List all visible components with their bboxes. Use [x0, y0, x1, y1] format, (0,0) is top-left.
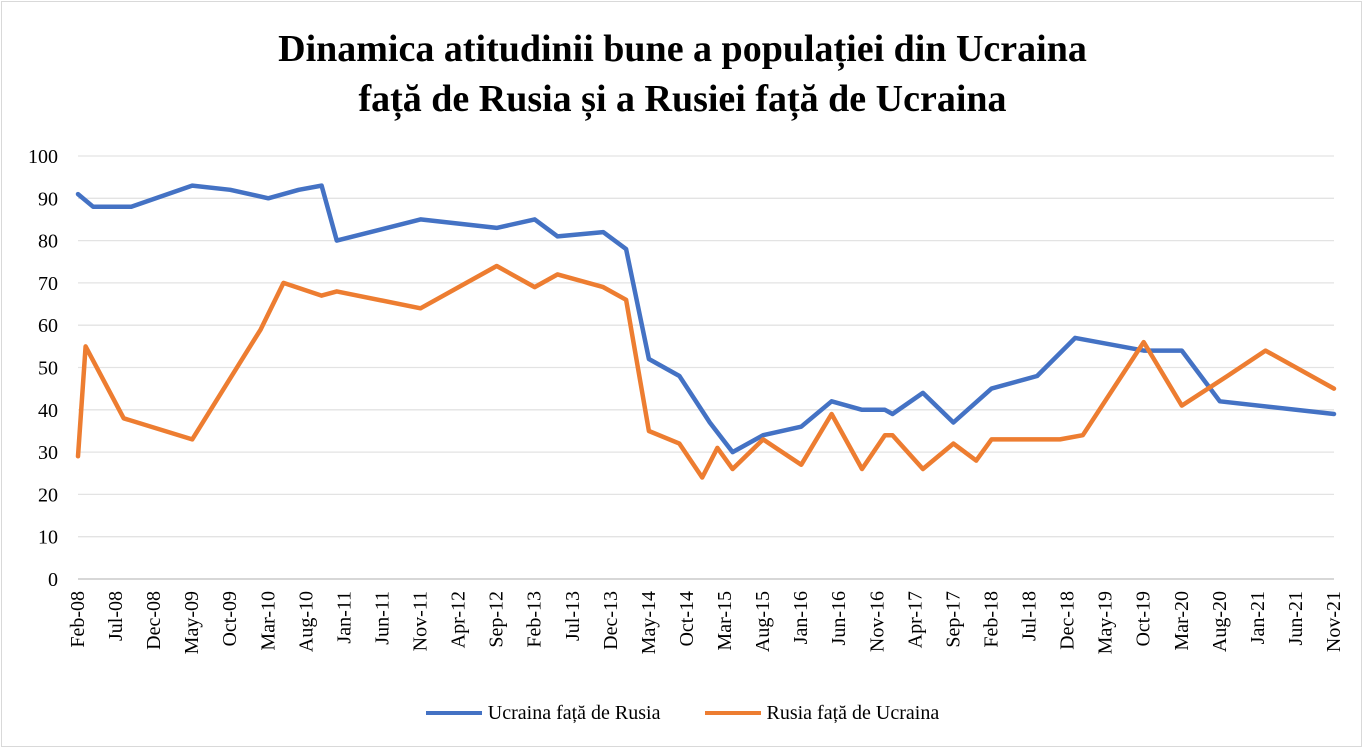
- y-tick-label: 50: [38, 358, 58, 380]
- x-tick: Feb-08: [67, 591, 89, 648]
- x-tick: Oct-09: [219, 591, 241, 647]
- series-line-ucraina-fata-de-rusia: [75, 183, 1337, 455]
- x-tick: Jul-13: [562, 591, 584, 641]
- legend-swatch-orange: [704, 711, 761, 715]
- series-line-rusia-fata-de-ucraina: [75, 263, 1337, 480]
- x-tick: Jan-21: [1247, 591, 1269, 644]
- x-tick: Aug-15: [752, 591, 774, 652]
- y-tick-label: 0: [48, 569, 58, 591]
- x-tick-label: May-14: [638, 591, 660, 654]
- y-tick-label: 10: [38, 527, 58, 549]
- x-tick: Nov-21: [1323, 591, 1345, 652]
- x-tick: Apr-12: [448, 591, 470, 648]
- legend: Ucraina față de Rusia Rusia față de Ucra…: [0, 698, 1365, 728]
- legend-item-rusia: Rusia față de Ucraina: [704, 701, 940, 725]
- legend-label-ucraina: Ucraina față de Rusia: [487, 701, 661, 724]
- x-tick-label: Oct-14: [676, 591, 698, 647]
- x-tick-label: Dec-08: [143, 591, 165, 650]
- x-tick-label: Sep-12: [486, 591, 508, 648]
- gridlines: [78, 155, 1334, 580]
- y-tick-label: 30: [38, 442, 58, 464]
- x-tick: May-09: [181, 591, 203, 654]
- x-tick-label: Jul-08: [105, 591, 127, 641]
- x-tick: Dec-13: [600, 591, 622, 650]
- x-tick-label: May-19: [1095, 591, 1117, 654]
- x-tick-label: Feb-18: [980, 591, 1002, 648]
- x-tick: Jun-16: [828, 591, 850, 645]
- x-tick-label: Sep-17: [942, 591, 964, 648]
- x-tick: Jan-16: [790, 591, 812, 644]
- x-tick: May-19: [1095, 591, 1117, 654]
- x-axis-tick-labels: Feb-08 Jul-08 Dec-08 May-09 Oct-09 Mar-10 Aug-…: [67, 591, 1345, 654]
- y-tick-label: 70: [38, 273, 58, 295]
- x-tick: Sep-17: [942, 591, 964, 648]
- x-tick-label: Aug-10: [295, 591, 317, 652]
- x-tick: Mar-15: [714, 591, 736, 651]
- legend-item-ucraina: Ucraina față de Rusia: [425, 701, 661, 725]
- x-tick: Dec-08: [143, 591, 165, 650]
- x-tick-label: Jan-21: [1247, 591, 1269, 644]
- x-tick: Feb-18: [980, 591, 1002, 648]
- x-tick: Aug-10: [295, 591, 317, 652]
- legend-label-rusia: Rusia față de Ucraina: [766, 701, 940, 724]
- series-lines: [75, 183, 1337, 480]
- x-tick-label: Oct-19: [1133, 591, 1155, 647]
- y-tick-label: 100: [28, 146, 58, 168]
- x-tick: Mar-10: [257, 591, 279, 651]
- x-tick-label: Mar-10: [257, 591, 279, 651]
- x-tick: Apr-17: [904, 591, 926, 648]
- chart-title-line-1: Dinamica atitudinii bune a populației di…: [278, 28, 1087, 70]
- x-tick-label: Mar-20: [1171, 591, 1193, 651]
- x-tick-label: Apr-12: [448, 591, 470, 648]
- x-tick: Jul-08: [105, 591, 127, 641]
- x-tick: Nov-11: [410, 591, 432, 651]
- x-tick: Mar-20: [1171, 591, 1193, 651]
- x-tick: Aug-20: [1209, 591, 1231, 652]
- x-tick-label: Aug-15: [752, 591, 774, 652]
- y-tick-label: 60: [38, 315, 58, 337]
- x-tick-label: Feb-08: [67, 591, 89, 648]
- x-tick-label: Oct-09: [219, 591, 241, 647]
- x-tick: Jun-11: [371, 591, 393, 645]
- x-tick: Jun-21: [1285, 591, 1307, 645]
- x-tick-label: Nov-16: [866, 591, 888, 652]
- y-tick-label: 80: [38, 231, 58, 253]
- x-tick: Oct-14: [676, 591, 698, 647]
- x-tick-label: Nov-21: [1323, 591, 1345, 652]
- x-tick-label: Jun-16: [828, 591, 850, 645]
- chart-title-line-2: față de Rusia și a Rusiei față de Ucrain…: [358, 78, 1007, 120]
- x-tick-label: Aug-20: [1209, 591, 1231, 652]
- x-tick: Sep-12: [486, 591, 508, 648]
- x-tick-label: Dec-18: [1057, 591, 1079, 650]
- x-tick: May-14: [638, 591, 660, 654]
- x-tick: Feb-13: [524, 591, 546, 648]
- y-tick-label: 20: [38, 484, 58, 506]
- x-tick-label: Dec-13: [600, 591, 622, 650]
- x-tick: Dec-18: [1057, 591, 1079, 650]
- x-tick-label: Jun-11: [371, 591, 393, 645]
- chart-title: Dinamica atitudinii bune a populației di…: [0, 24, 1365, 124]
- x-tick-label: Jan-16: [790, 591, 812, 644]
- y-axis-tick-labels: 0 10 20 30 40 50 60 70 80 90 100: [28, 146, 58, 591]
- x-tick: Jul-18: [1019, 591, 1041, 641]
- x-tick-label: Apr-17: [904, 591, 926, 648]
- legend-swatch-blue: [425, 711, 482, 715]
- x-tick: Oct-19: [1133, 591, 1155, 647]
- x-tick-label: Nov-11: [410, 591, 432, 651]
- x-tick-label: Feb-13: [524, 591, 546, 648]
- y-tick-label: 40: [38, 400, 58, 422]
- x-tick-label: Jan-11: [333, 591, 355, 644]
- y-tick-label: 90: [38, 188, 58, 210]
- x-tick-label: Jul-18: [1019, 591, 1041, 641]
- x-tick: Nov-16: [866, 591, 888, 652]
- x-tick-label: Jul-13: [562, 591, 584, 641]
- x-tick-label: May-09: [181, 591, 203, 654]
- x-tick-label: Mar-15: [714, 591, 736, 651]
- x-tick: Jan-11: [333, 591, 355, 644]
- x-tick-label: Jun-21: [1285, 591, 1307, 645]
